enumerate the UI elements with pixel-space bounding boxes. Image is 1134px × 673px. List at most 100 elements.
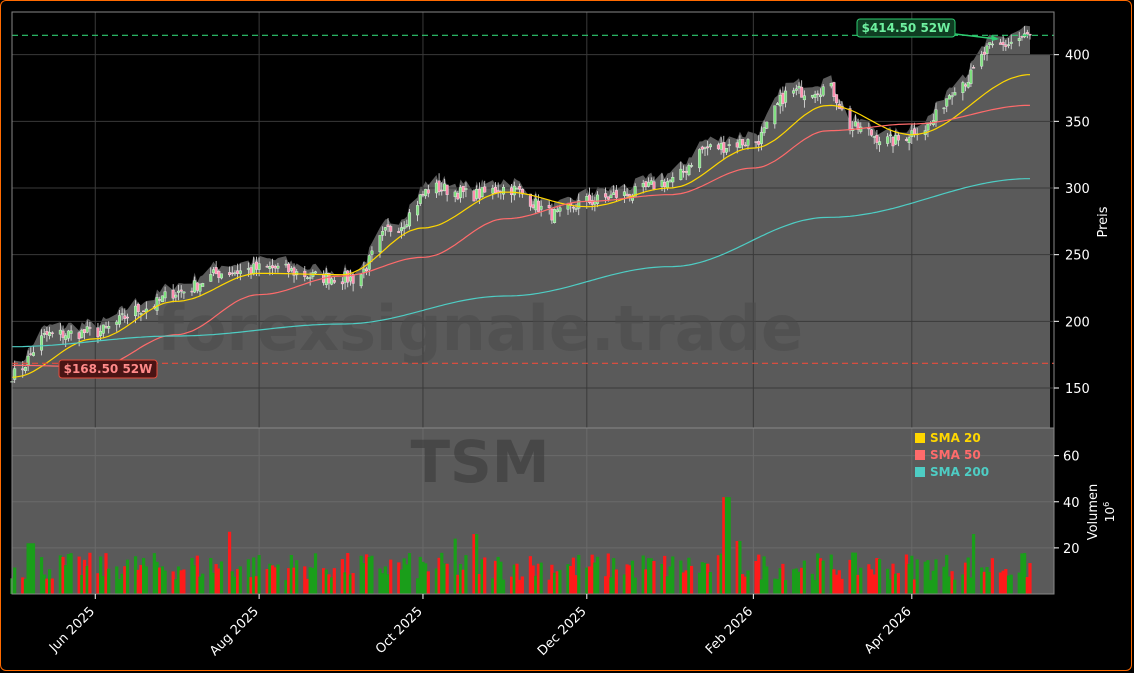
candle-body [64,335,68,340]
candle-body [209,274,213,282]
legend-swatch [915,450,925,460]
candle-body [913,128,917,135]
candle-body [571,206,575,209]
candle-body [926,123,930,131]
candle-body [21,368,25,371]
x-tick-label: Feb 2026 [703,604,756,657]
volume-bar [660,563,664,594]
volume-bar [88,552,92,594]
volume-bar [144,566,148,594]
volume-bar [219,561,224,594]
volume-bar [136,569,140,594]
candle-body [193,280,197,293]
candle-body [614,190,618,198]
candle-body [980,54,984,67]
volume-bar [80,574,84,594]
candle-body [894,135,898,145]
candle-body [220,273,224,279]
52w-low-box [58,359,158,379]
candle-body [158,299,162,301]
candlesticks [10,26,1032,389]
52w-high-label: $414.50 52W [862,21,951,35]
candle-body [1009,41,1013,44]
candle-body [491,187,495,194]
volume-bar [453,538,457,594]
price-tick-label: 150 [1065,382,1090,397]
volume-tick-label: 40 [1063,496,1080,511]
volume-bar [698,572,702,594]
candle-body [945,98,949,107]
volume-bar [1001,570,1005,594]
candle-body [252,263,256,275]
volume-bar [915,559,919,594]
candle-body [233,272,237,275]
volume-bar [740,574,745,594]
candle-body [622,191,626,196]
candle-body [743,144,747,147]
volume-bar [477,574,481,594]
candle-body [649,180,653,185]
volume-bar [139,564,143,594]
candle-body [593,201,597,205]
candle-body [142,310,146,313]
volume-bar [399,569,404,594]
volume-bar [706,563,710,594]
candle-body [442,183,446,192]
candle-body [547,205,551,209]
volume-bar [227,531,232,594]
volume-bar [520,576,524,594]
candle-body [875,135,879,143]
candle-body [389,226,393,232]
candle-body [273,265,277,269]
candle-body [644,181,648,188]
volume-bar [1006,575,1011,594]
volume-bar [671,556,675,594]
volume-bar [13,567,17,594]
candle-body [426,189,430,194]
volume-bar [735,540,739,594]
candle-body [160,295,164,303]
volume-bar [464,555,468,594]
volume-bar [966,557,970,594]
candle-body [136,303,140,312]
volume-bar [133,556,138,594]
candle-body [45,331,49,335]
volume-bar [289,555,293,594]
volume-bar [343,572,347,594]
volume-bar [700,562,704,594]
volume-bar [896,573,900,594]
volume-bar [364,554,369,594]
candle-body [816,93,820,95]
volume-bar [609,577,613,594]
candle-body [477,188,481,199]
candle-body [792,90,796,94]
volume-bar [746,570,750,594]
candle-body [972,67,976,69]
volume-bar [491,578,495,594]
candle-body [1028,33,1032,36]
volume-bar [518,579,522,594]
x-tick-label: Apr 2026 [862,604,915,657]
candle-body [625,193,629,196]
candle-body [475,189,479,199]
candle-body [781,92,785,104]
candle-body [66,330,70,339]
candle-body [246,268,250,270]
volume-bar [160,566,165,594]
candle-body [754,141,758,143]
volume-bar [652,560,656,594]
volume-bar [953,579,957,594]
volume-bar [378,568,382,594]
candle-body [835,94,839,104]
candle-body [988,42,992,45]
candle-body [424,189,428,197]
price-tick-label: 350 [1065,115,1090,130]
volume-bar [370,555,374,594]
volume-bar [249,577,253,594]
volume-bar [988,571,992,594]
candle-body [480,187,484,198]
candle-body [585,196,589,202]
volume-bar [96,573,100,594]
candle-body [117,315,121,325]
volume-bar [628,565,632,594]
